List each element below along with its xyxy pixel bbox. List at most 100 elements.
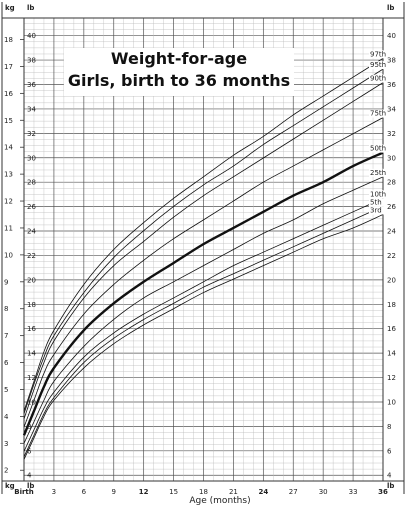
label-bg-3rd [369, 206, 385, 215]
lb-tick-label-right: 22 [387, 252, 396, 260]
kg-tick-label: 8 [4, 305, 8, 313]
x-tick-label: 24 [258, 488, 268, 496]
lb-tick-label-right: 18 [387, 301, 396, 309]
lb-tick-label-left: 26 [27, 203, 36, 211]
kg-tick-label: 15 [4, 117, 13, 125]
lb-tick-label-left: 38 [27, 57, 36, 65]
lb-tick-label-left: 6 [27, 447, 32, 455]
lb-tick-label-right: 16 [387, 325, 396, 333]
label-bg-90th [369, 74, 385, 83]
kg-tick-label: 16 [4, 90, 13, 98]
kg-tick-label: 4 [4, 413, 9, 421]
label-bg-95th [369, 61, 385, 70]
x-tick-label: 33 [349, 488, 358, 496]
lb-tick-label-right: 40 [387, 32, 396, 40]
percentile-label-95th: 95th [370, 61, 386, 69]
lb-tick-label-right: 8 [387, 423, 391, 431]
axis-unit-label: lb [27, 4, 34, 12]
lb-tick-label-left: 4 [27, 472, 32, 480]
lb-tick-label-left: 20 [27, 276, 36, 284]
lb-tick-label-left: 28 [27, 179, 36, 187]
x-tick-label: 12 [139, 488, 149, 496]
x-tick-label: 30 [319, 488, 328, 496]
lb-tick-label-left: 16 [27, 325, 36, 333]
lb-tick-label-right: 12 [387, 374, 396, 382]
label-bg-75th [369, 109, 385, 118]
axis-unit-label: lb [387, 482, 394, 490]
percentile-label-3rd: 3rd [370, 207, 382, 215]
axis-unit-label: kg [5, 4, 15, 12]
lb-tick-label-left: 30 [27, 154, 36, 162]
x-tick-label: 21 [229, 488, 238, 496]
curve-90th [23, 82, 384, 420]
label-bg-25th [369, 168, 385, 177]
lb-tick-label-right: 28 [387, 179, 396, 187]
x-tick-label: Birth [14, 488, 34, 496]
axis-unit-label: lb [27, 482, 34, 490]
kg-tick-label: 3 [4, 440, 8, 448]
percentile-curves [22, 58, 384, 460]
kg-tick-label: 13 [4, 171, 13, 179]
lb-tick-label-right: 36 [387, 81, 396, 89]
x-tick-label: 18 [199, 488, 208, 496]
lb-tick-label-right: 34 [387, 105, 396, 113]
kg-tick-label: 6 [4, 359, 9, 367]
lb-tick-label-left: 8 [27, 423, 31, 431]
x-tick-label: 9 [112, 488, 116, 496]
curve-3rd [23, 214, 384, 460]
label-bg-5th [369, 198, 385, 207]
percentile-label-10th: 10th [370, 190, 386, 198]
kg-tick-label: 11 [4, 224, 13, 232]
lb-tick-label-left: 24 [27, 228, 36, 236]
lb-tick-label-left: 34 [27, 105, 36, 113]
lb-tick-label-right: 24 [387, 228, 396, 236]
lb-tick-label-left: 12 [27, 374, 36, 382]
x-tick-label: 36 [378, 488, 388, 496]
lb-tick-label-left: 32 [27, 130, 36, 138]
label-bg-97th [369, 50, 385, 59]
curve-10th [23, 197, 384, 452]
lb-tick-label-right: 20 [387, 276, 396, 284]
chart-title-line-2: Girls, birth to 36 months [64, 70, 294, 96]
lb-tick-label-left: 14 [27, 350, 36, 358]
label-bg-50th [369, 144, 385, 153]
lb-tick-label-right: 26 [387, 203, 396, 211]
kg-tick-label: 5 [4, 386, 8, 394]
kg-tick-label: 18 [4, 36, 13, 44]
lb-tick-label-left: 40 [27, 32, 36, 40]
lb-tick-label-left: 10 [27, 398, 36, 406]
percentile-label-5th: 5th [370, 198, 382, 206]
x-tick-label: 15 [169, 488, 178, 496]
kg-tick-label: 14 [4, 144, 13, 152]
kg-tick-label: 17 [4, 63, 13, 71]
kg-tick-label: 12 [4, 198, 13, 206]
lb-tick-label-right: 10 [387, 398, 396, 406]
percentile-label-97th: 97th [370, 50, 386, 58]
kg-tick-label: 2 [4, 467, 8, 475]
axis-unit-label: lb [387, 4, 394, 12]
percentile-label-50th: 50th [370, 145, 386, 153]
lb-tick-label-right: 38 [387, 57, 396, 65]
x-tick-label: 6 [82, 488, 87, 496]
x-axis-label: Age (months) [189, 496, 251, 506]
lb-tick-label-right: 32 [387, 130, 396, 138]
kg-tick-label: 10 [4, 251, 13, 259]
curve-97th [23, 58, 384, 412]
axis-unit-label: kg [5, 482, 15, 490]
lb-tick-label-right: 4 [387, 472, 392, 480]
label-bg-10th [369, 190, 385, 199]
curve-75th [23, 117, 384, 428]
lb-tick-label-right: 30 [387, 154, 396, 162]
kg-tick-label: 9 [4, 278, 8, 286]
percentile-label-75th: 75th [370, 110, 386, 118]
lb-tick-label-left: 22 [27, 252, 36, 260]
percentile-label-90th: 90th [370, 75, 386, 83]
lb-tick-label-right: 14 [387, 350, 396, 358]
x-tick-label: 3 [52, 488, 56, 496]
kg-tick-label: 7 [4, 332, 8, 340]
lb-tick-label-left: 18 [27, 301, 36, 309]
lb-tick-label-left: 36 [27, 81, 36, 89]
curve-25th [23, 176, 384, 444]
